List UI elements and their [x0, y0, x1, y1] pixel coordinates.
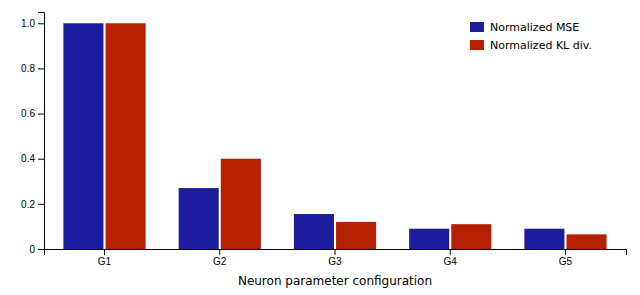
x-tick-label: G5: [559, 256, 573, 267]
bar: [524, 229, 564, 249]
x-tick-mark: [219, 249, 220, 255]
bar: [63, 23, 103, 249]
y-tick-label: 0.8: [21, 63, 35, 74]
plot: 0 0.2 0.4 0.6 0.8 1.0 G1 G2 G3 G4 G5 Normalized MSE…: [21, 13, 626, 268]
bar: [106, 23, 146, 249]
bar: [294, 214, 334, 249]
bar: [409, 229, 449, 249]
y-tick-mark: [38, 159, 44, 160]
y-tick-mark: [38, 114, 44, 115]
legend-item: Normalized KL div.: [470, 39, 592, 52]
bar: [451, 224, 491, 249]
bar: [567, 234, 607, 249]
y-tick-mark: [38, 23, 44, 24]
y-tick: 0.4: [21, 153, 44, 164]
x-tick-mark: [104, 249, 105, 255]
x-tick-label: G1: [98, 256, 112, 267]
x-tick-mark: [450, 249, 451, 255]
y-tick: 0: [29, 244, 44, 255]
x-tick: G3: [328, 249, 342, 267]
bar-series: [63, 23, 564, 249]
x-axis-line: [45, 250, 627, 256]
legend-label: Normalized MSE: [490, 21, 579, 34]
x-tick-label: G2: [213, 256, 227, 267]
x-tick-label: G3: [328, 256, 342, 267]
x-tick: G1: [98, 249, 112, 267]
y-tick-label: 1.0: [21, 18, 35, 29]
y-axis-line: [38, 13, 45, 250]
x-axis: G1 G2 G3 G4 G5: [45, 249, 627, 267]
bar: [179, 188, 219, 249]
chart: 0 0.2 0.4 0.6 0.8 1.0 G1 G2 G3 G4 G5 Normalized MSE…: [0, 0, 640, 295]
y-tick-label: 0.4: [21, 153, 35, 164]
bar: [221, 159, 261, 249]
bar-series: [106, 23, 607, 249]
y-tick-label: 0.6: [21, 108, 35, 119]
y-tick-mark: [38, 68, 44, 69]
x-tick: G5: [559, 249, 573, 267]
y-tick: 0.6: [21, 108, 44, 119]
bar: [336, 222, 376, 249]
bars: [63, 23, 606, 249]
y-tick: 1.0: [21, 18, 44, 29]
y-tick: 0.8: [21, 63, 44, 74]
x-tick-mark: [565, 249, 566, 255]
x-tick-mark: [335, 249, 336, 255]
x-tick: G2: [213, 249, 227, 267]
x-axis-title: Neuron parameter configuration: [238, 274, 432, 288]
y-tick-label: 0: [29, 244, 35, 255]
y-tick: 0.2: [21, 199, 44, 210]
x-tick: G4: [444, 249, 458, 267]
y-axis: 0 0.2 0.4 0.6 0.8 1.0: [21, 13, 44, 255]
legend-swatch: [470, 22, 484, 32]
legend-label: Normalized KL div.: [490, 39, 592, 52]
x-tick-label: G4: [444, 256, 458, 267]
y-tick-mark: [38, 249, 44, 250]
legend: Normalized MSE Normalized KL div.: [470, 21, 592, 52]
y-tick-label: 0.2: [21, 199, 35, 210]
legend-swatch: [470, 40, 484, 50]
legend-item: Normalized MSE: [470, 21, 579, 34]
y-tick-mark: [38, 204, 44, 205]
